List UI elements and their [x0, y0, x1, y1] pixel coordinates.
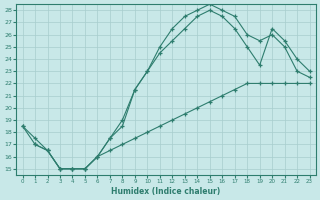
X-axis label: Humidex (Indice chaleur): Humidex (Indice chaleur) — [111, 187, 221, 196]
